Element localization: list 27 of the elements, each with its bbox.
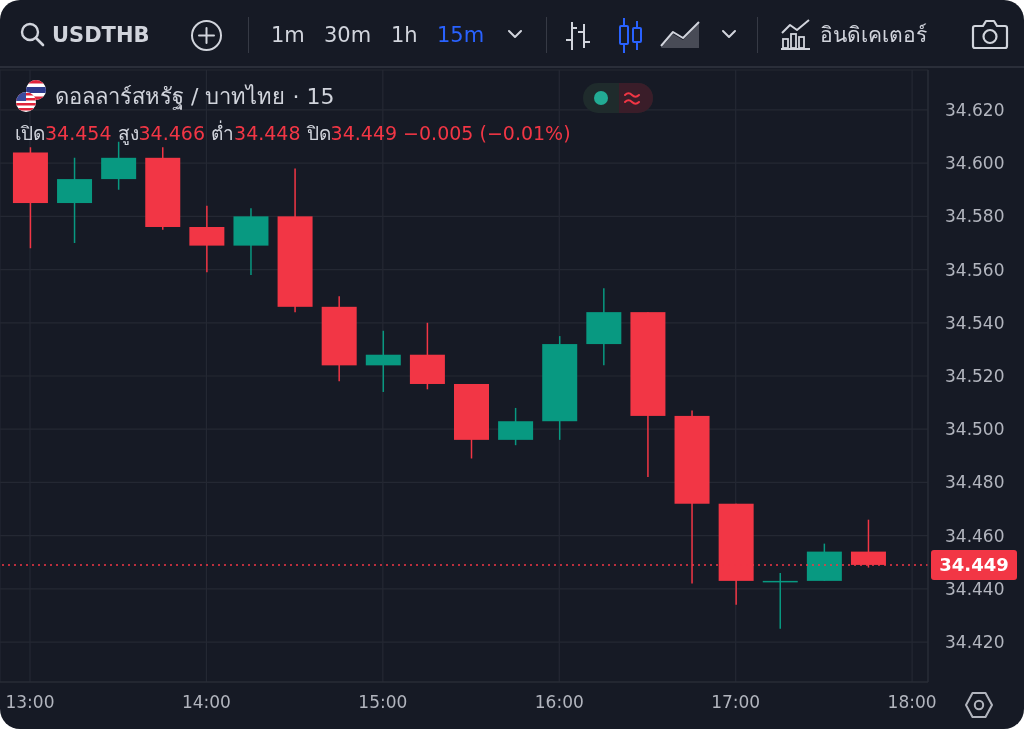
x-tick-label: 13:00 xyxy=(5,692,55,713)
text: USDTHB xyxy=(52,22,150,49)
y-tick-label: 34.460 xyxy=(945,525,1005,546)
x-tick-label: 15:00 xyxy=(358,692,408,713)
text: 30m xyxy=(324,22,372,49)
x-tick-label: 14:00 xyxy=(181,692,231,713)
x-tick-label: 18:00 xyxy=(887,692,937,713)
text: อินดิเคเตอร์ xyxy=(820,22,927,49)
y-tick-label: 34.420 xyxy=(945,632,1005,653)
text: ดอลลาร์สหรัฐ / บาทไทย · 15 xyxy=(55,83,335,112)
text: เปิด34.454 สูง34.466 ต่ำ34.448 ปิด34.449 −0.005 (−0.01%) xyxy=(15,122,571,144)
x-tick-label: 16:00 xyxy=(534,692,584,713)
y-tick-label: 34.580 xyxy=(945,206,1005,227)
y-tick-label: 34.520 xyxy=(945,366,1005,387)
y-tick-label: 34.600 xyxy=(945,153,1005,174)
candlestick xyxy=(365,330,401,393)
y-tick-label: 34.540 xyxy=(945,312,1005,333)
y-tick-label: 34.480 xyxy=(945,472,1005,493)
y-tick-label: 34.440 xyxy=(945,578,1005,599)
y-tick-label: 34.560 xyxy=(945,259,1005,280)
text: 1m xyxy=(271,22,305,49)
y-tick-label: 34.500 xyxy=(945,419,1005,440)
x-tick-label: 17:00 xyxy=(711,692,761,713)
text: 1h xyxy=(391,22,418,49)
ref-line-label: 34.449 xyxy=(939,554,1009,576)
y-tick-label: 34.620 xyxy=(945,99,1005,120)
text: 15m xyxy=(437,22,485,49)
